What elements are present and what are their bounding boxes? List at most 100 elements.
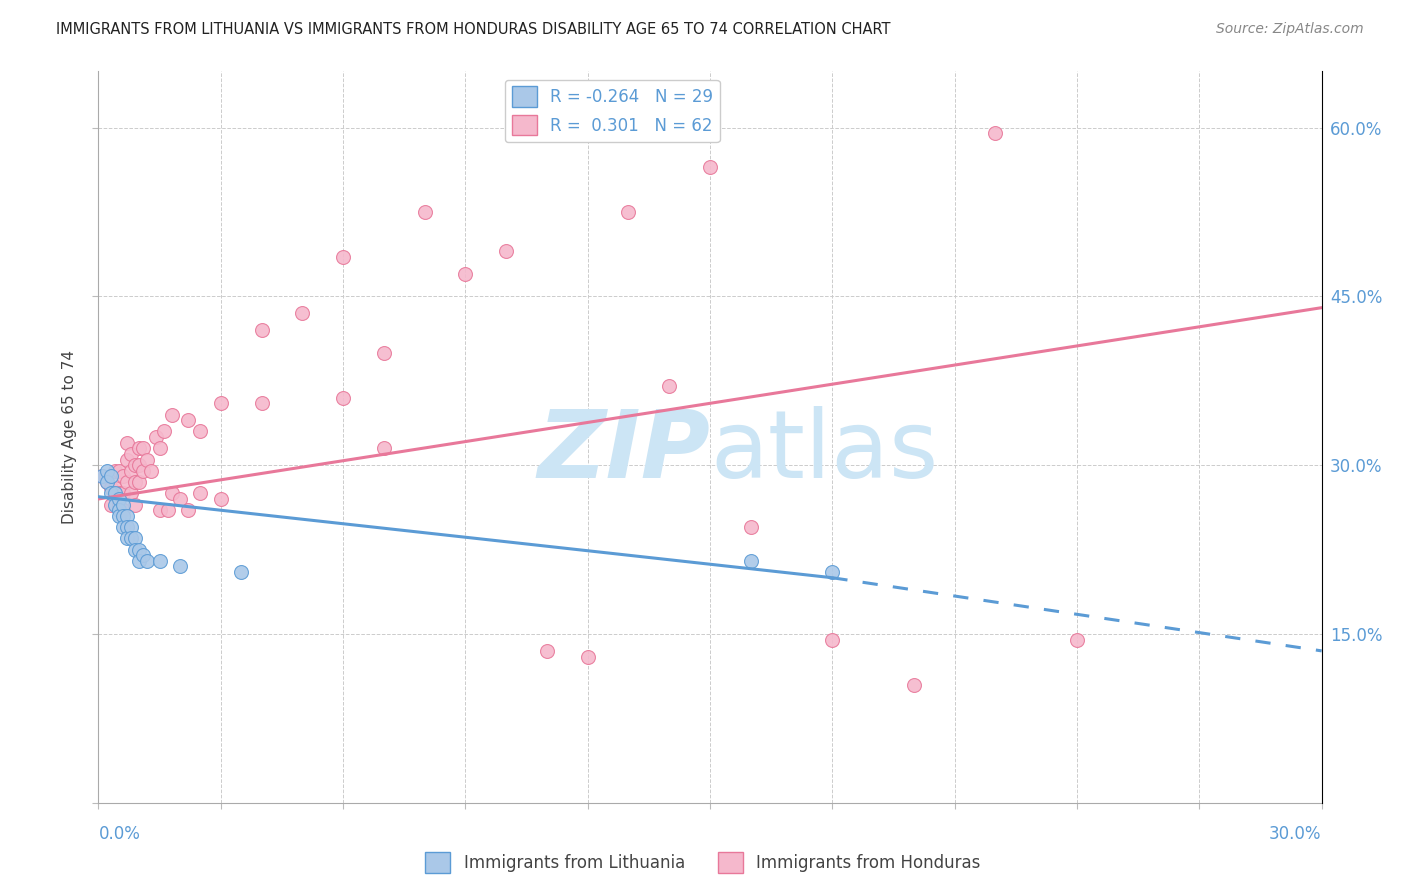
Point xyxy=(250,396,273,410)
Point xyxy=(903,678,925,692)
Point xyxy=(96,475,118,489)
Point xyxy=(250,323,273,337)
Text: atlas: atlas xyxy=(710,406,938,498)
Point xyxy=(740,520,762,534)
Point xyxy=(108,498,131,512)
Point xyxy=(124,458,146,473)
Point xyxy=(111,498,134,512)
Point xyxy=(373,345,395,359)
Point xyxy=(984,126,1007,140)
Point xyxy=(132,442,155,456)
Point xyxy=(115,532,138,546)
Point xyxy=(124,475,146,489)
Point xyxy=(209,396,232,410)
Point xyxy=(108,491,131,506)
Point xyxy=(740,554,762,568)
Point xyxy=(145,430,167,444)
Point xyxy=(115,475,138,489)
Text: Source: ZipAtlas.com: Source: ZipAtlas.com xyxy=(1216,22,1364,37)
Point xyxy=(152,425,174,439)
Point xyxy=(177,503,200,517)
Point xyxy=(821,632,844,647)
Text: 30.0%: 30.0% xyxy=(1270,825,1322,843)
Point xyxy=(91,469,114,483)
Legend: Immigrants from Lithuania, Immigrants from Honduras: Immigrants from Lithuania, Immigrants fr… xyxy=(419,846,987,880)
Point xyxy=(1066,632,1088,647)
Point xyxy=(128,475,150,489)
Point xyxy=(96,464,118,478)
Point xyxy=(124,532,146,546)
Point xyxy=(149,442,172,456)
Point xyxy=(128,554,150,568)
Point xyxy=(128,458,150,473)
Point xyxy=(169,559,191,574)
Point xyxy=(104,481,127,495)
Point xyxy=(104,486,127,500)
Point xyxy=(576,649,599,664)
Point xyxy=(413,205,436,219)
Point xyxy=(115,508,138,523)
Point xyxy=(124,498,146,512)
Point xyxy=(454,267,477,281)
Point xyxy=(91,469,114,483)
Point xyxy=(100,481,122,495)
Y-axis label: Disability Age 65 to 74: Disability Age 65 to 74 xyxy=(62,350,77,524)
Point xyxy=(108,503,131,517)
Point xyxy=(108,464,131,478)
Point xyxy=(128,442,150,456)
Point xyxy=(617,205,640,219)
Point xyxy=(124,542,146,557)
Point xyxy=(188,486,212,500)
Point xyxy=(160,486,183,500)
Point xyxy=(160,408,183,422)
Point xyxy=(115,520,138,534)
Text: 0.0%: 0.0% xyxy=(98,825,141,843)
Point xyxy=(128,542,150,557)
Point xyxy=(169,491,191,506)
Point xyxy=(188,425,212,439)
Point xyxy=(108,486,131,500)
Point xyxy=(115,452,138,467)
Point xyxy=(132,464,155,478)
Point xyxy=(120,464,142,478)
Legend: R = -0.264   N = 29, R =  0.301   N = 62: R = -0.264 N = 29, R = 0.301 N = 62 xyxy=(505,79,720,142)
Point xyxy=(111,469,134,483)
Point xyxy=(136,452,159,467)
Point xyxy=(111,508,134,523)
Point xyxy=(291,306,314,320)
Text: ZIP: ZIP xyxy=(537,406,710,498)
Point xyxy=(120,520,142,534)
Point xyxy=(495,244,517,259)
Point xyxy=(104,464,127,478)
Point xyxy=(120,532,142,546)
Point xyxy=(332,391,354,405)
Point xyxy=(149,554,172,568)
Point xyxy=(699,160,721,174)
Point xyxy=(111,486,134,500)
Point xyxy=(100,486,122,500)
Point xyxy=(120,447,142,461)
Point xyxy=(177,413,200,427)
Point xyxy=(111,520,134,534)
Point xyxy=(536,644,558,658)
Point xyxy=(100,498,122,512)
Point xyxy=(209,491,232,506)
Point xyxy=(231,565,253,579)
Point xyxy=(141,464,163,478)
Point xyxy=(108,508,131,523)
Text: IMMIGRANTS FROM LITHUANIA VS IMMIGRANTS FROM HONDURAS DISABILITY AGE 65 TO 74 CO: IMMIGRANTS FROM LITHUANIA VS IMMIGRANTS … xyxy=(56,22,891,37)
Point xyxy=(658,379,681,393)
Point xyxy=(136,554,159,568)
Point xyxy=(115,435,138,450)
Point xyxy=(120,486,142,500)
Point xyxy=(100,469,122,483)
Point xyxy=(104,498,127,512)
Point xyxy=(132,548,155,562)
Point xyxy=(111,503,134,517)
Point xyxy=(332,250,354,264)
Point xyxy=(373,442,395,456)
Point xyxy=(156,503,179,517)
Point xyxy=(821,565,844,579)
Point xyxy=(149,503,172,517)
Point xyxy=(96,475,118,489)
